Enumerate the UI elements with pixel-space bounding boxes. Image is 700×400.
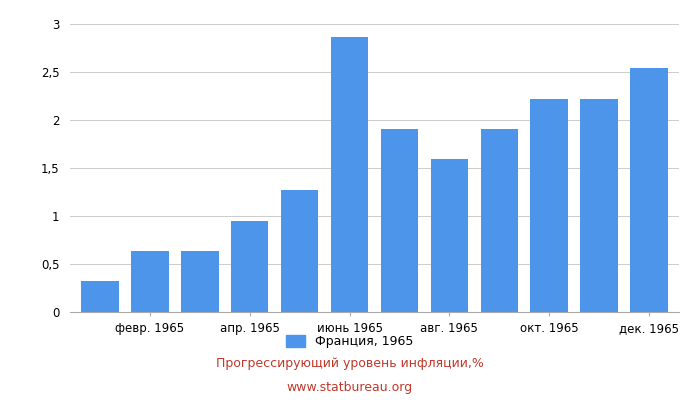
Bar	[381, 129, 418, 312]
Bar	[231, 221, 268, 312]
Bar	[331, 38, 368, 312]
Text: Прогрессирующий уровень инфляции,%: Прогрессирующий уровень инфляции,%	[216, 358, 484, 370]
Bar	[430, 159, 468, 312]
Bar	[81, 281, 119, 312]
Bar	[481, 129, 518, 312]
Bar	[630, 68, 668, 312]
Legend: Франция, 1965: Франция, 1965	[281, 330, 419, 353]
Bar	[181, 250, 218, 312]
Text: www.statbureau.org: www.statbureau.org	[287, 382, 413, 394]
Bar	[131, 250, 169, 312]
Bar	[580, 99, 618, 312]
Bar	[531, 99, 568, 312]
Bar	[281, 190, 318, 312]
